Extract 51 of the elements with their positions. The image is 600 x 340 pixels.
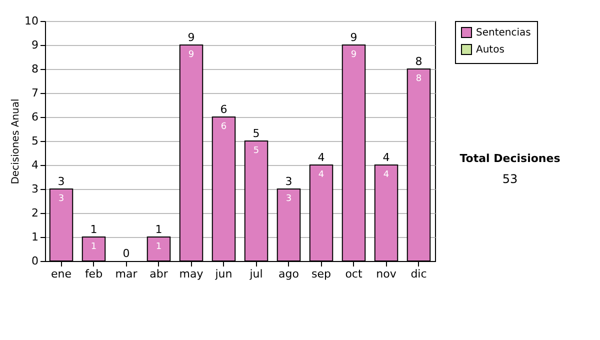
data-label: 3	[286, 194, 292, 204]
total-label: 3	[58, 175, 65, 188]
data-label: 8	[416, 74, 422, 84]
data-label: 4	[383, 170, 390, 180]
x-tick-label: abr	[150, 268, 168, 280]
data-label: 1	[90, 242, 97, 252]
x-tick-label: nov	[376, 268, 397, 280]
x-tick-label: feb	[84, 268, 103, 280]
data-label: 6	[220, 122, 227, 132]
x-tick-label: mar	[115, 268, 138, 280]
x-tick-label: ene	[50, 268, 72, 280]
text: 53	[502, 172, 518, 186]
x-tick-label: oct	[345, 268, 363, 280]
y-tick-label: 9	[32, 38, 38, 52]
x-tick-label: jun	[214, 268, 232, 280]
y-tick-label: 2	[32, 206, 38, 220]
y-tick-label: 4	[32, 158, 38, 172]
legend-label: Autos	[476, 44, 504, 56]
total-label: 3	[285, 175, 292, 188]
text: Total Decisiones	[460, 152, 561, 165]
total-label: 9	[188, 31, 195, 44]
total-label: 0	[122, 247, 130, 260]
y-tick-label: 7	[32, 86, 38, 100]
data-label: 3	[58, 194, 64, 204]
y-tick-label: 1	[32, 230, 38, 244]
data-label: 4	[318, 170, 324, 180]
total-label: 4	[382, 151, 390, 164]
total-label: 5	[252, 127, 260, 140]
y-tick-label: 10	[24, 14, 38, 28]
legend-label: Sentencias	[476, 28, 531, 38]
data-label: 9	[188, 50, 194, 60]
total-label: 9	[350, 31, 358, 44]
data-label: 9	[350, 50, 357, 60]
data-label: 5	[253, 146, 260, 156]
data-label: 1	[156, 242, 162, 252]
y-tick-label: 8	[32, 62, 38, 76]
y-tick-label: 6	[32, 110, 38, 124]
x-tick-label: may	[179, 268, 204, 280]
total-label: 1	[90, 223, 98, 236]
x-tick-label: jul	[248, 268, 263, 280]
y-tick-label: 3	[32, 182, 38, 196]
x-tick-label: sep	[312, 268, 332, 280]
total-label: 1	[155, 223, 162, 236]
y-tick-label: 0	[32, 254, 38, 268]
total-label: 6	[220, 103, 228, 116]
y-tick-label: 5	[32, 134, 38, 148]
x-tick-label: dic	[410, 268, 427, 280]
total-label: 8	[415, 55, 422, 68]
total-label: 4	[318, 151, 325, 164]
x-tick-label: ago	[278, 268, 300, 280]
y-axis-title: Decisiones Anual	[10, 98, 22, 184]
